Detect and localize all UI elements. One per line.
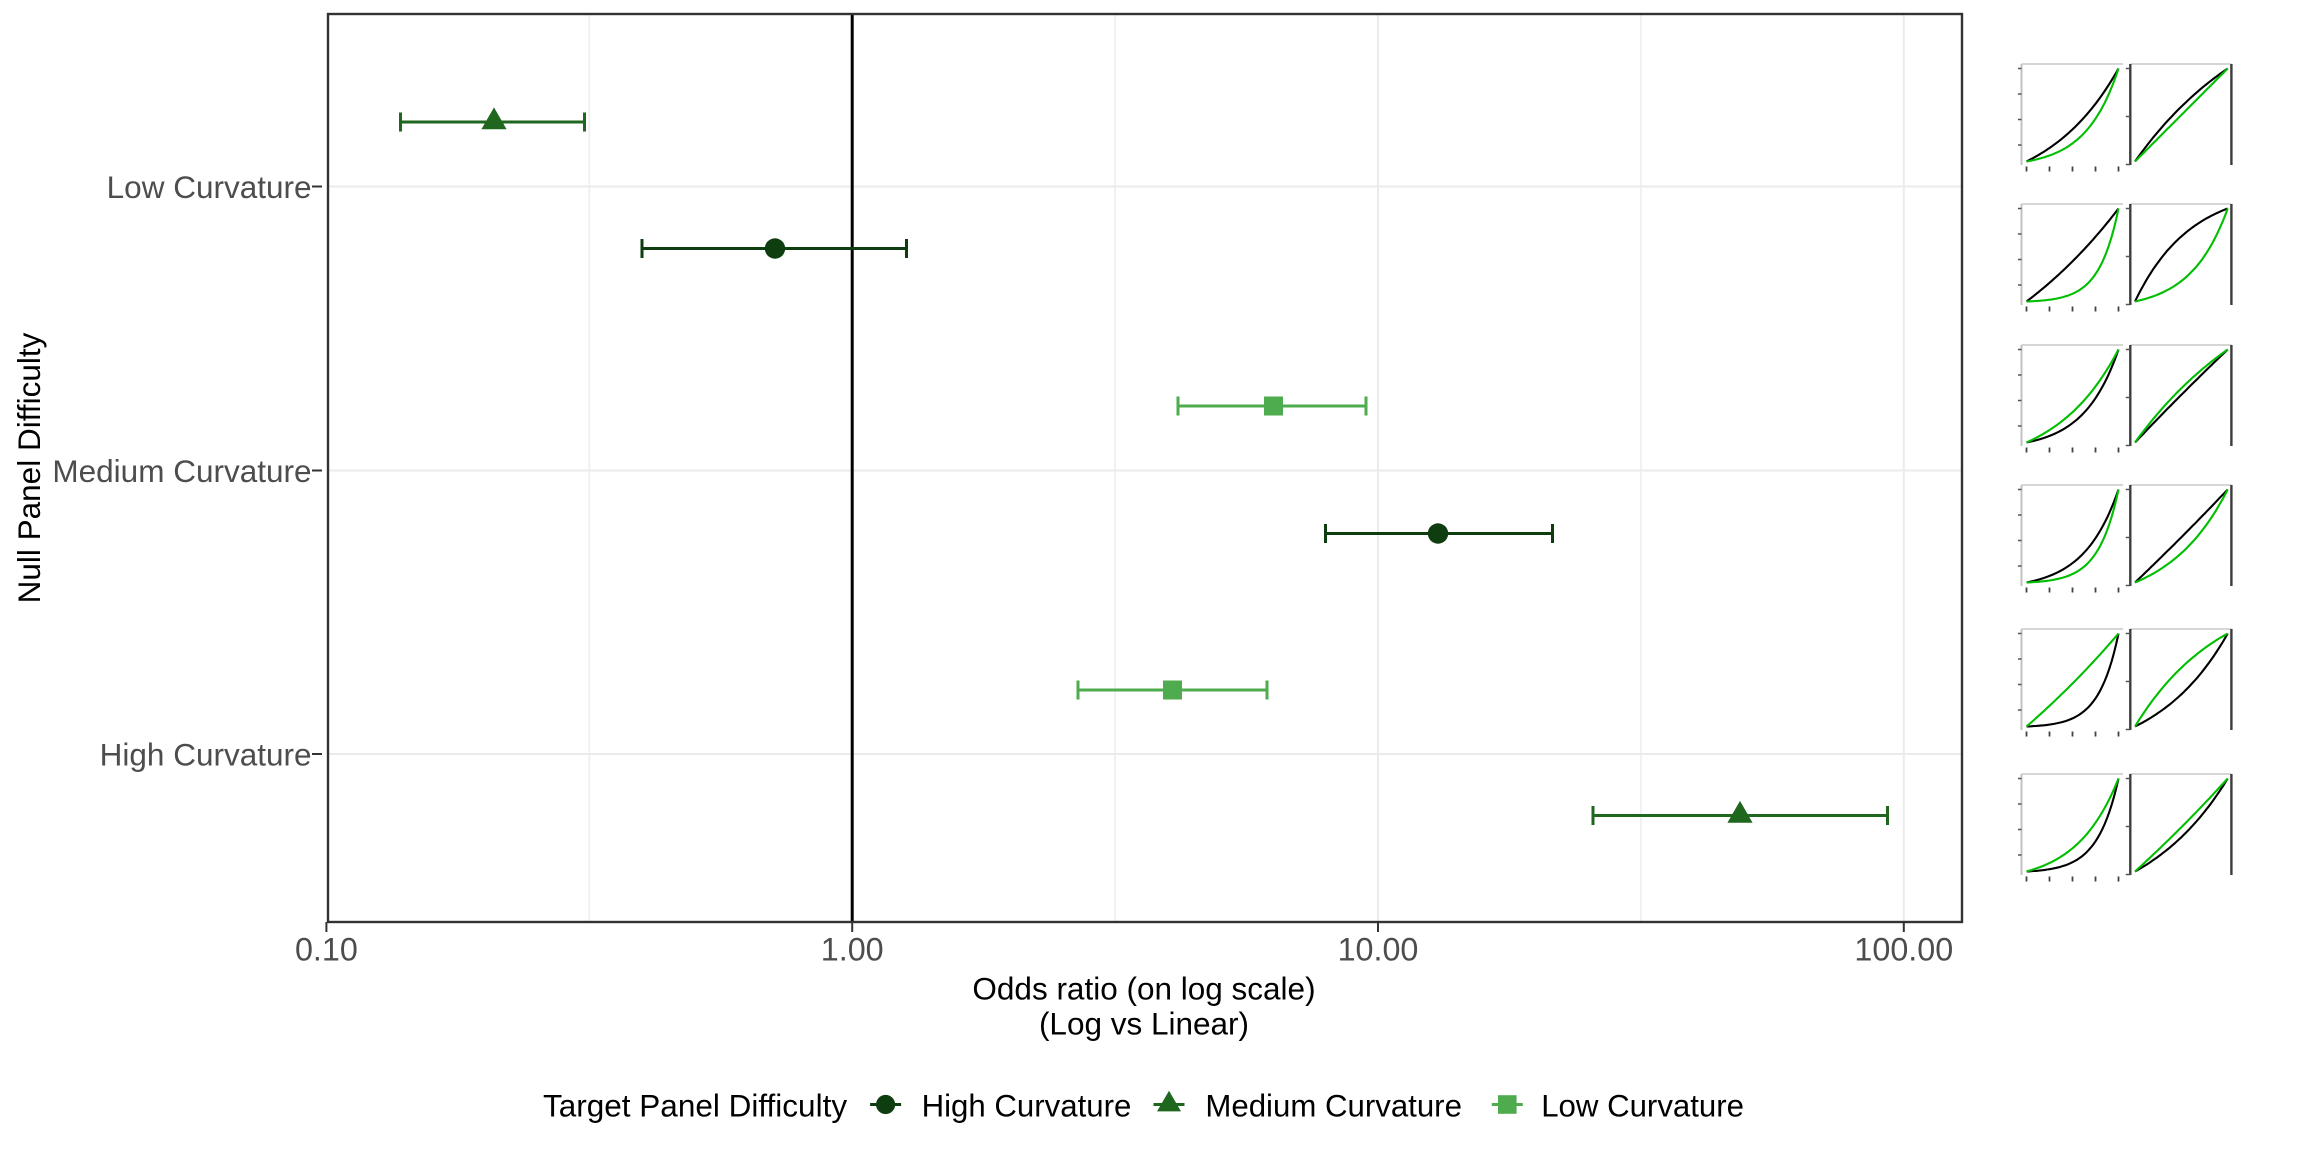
- svg-text:Medium Curvature: Medium Curvature: [1205, 1089, 1462, 1124]
- svg-text:Low Curvature: Low Curvature: [107, 169, 312, 205]
- svg-text:High Curvature: High Curvature: [100, 737, 312, 773]
- svg-text:100.00: 100.00: [1854, 932, 1953, 968]
- svg-text:High Curvature: High Curvature: [922, 1089, 1132, 1124]
- svg-text:Null Panel Difficulty: Null Panel Difficulty: [11, 332, 47, 603]
- svg-text:10.00: 10.00: [1338, 932, 1419, 968]
- svg-text:Target Panel Difficulty: Target Panel Difficulty: [543, 1088, 847, 1124]
- svg-text:Medium Curvature: Medium Curvature: [52, 453, 311, 489]
- svg-text:1.00: 1.00: [821, 932, 884, 968]
- svg-text:Low Curvature: Low Curvature: [1541, 1089, 1744, 1124]
- svg-text:Odds ratio (on log scale): Odds ratio (on log scale): [972, 971, 1315, 1007]
- svg-text:0.10: 0.10: [295, 932, 358, 968]
- svg-text:(Log vs Linear): (Log vs Linear): [1039, 1006, 1249, 1042]
